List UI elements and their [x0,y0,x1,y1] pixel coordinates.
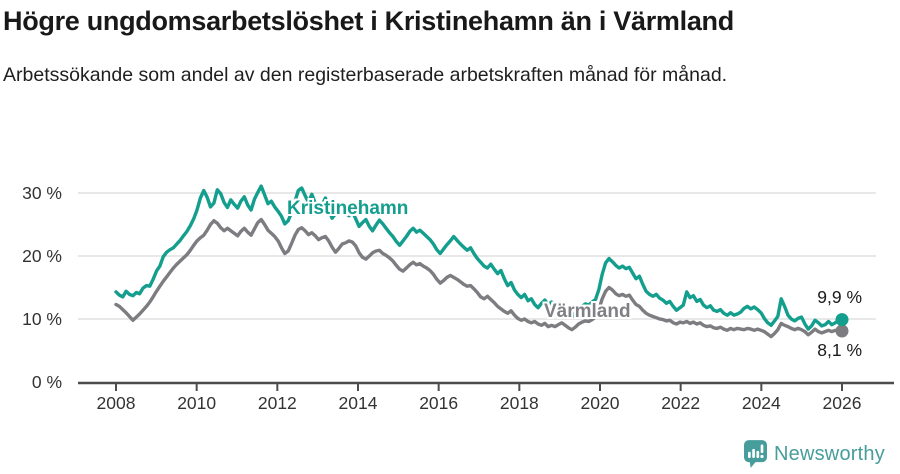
end-value-varmland: 8,1 % [817,340,862,360]
y-tick-label: 30 % [22,183,62,203]
y-tick-label: 10 % [22,309,62,329]
end-value-kristinehamn: 9,9 % [817,287,862,307]
x-tick-label: 2024 [742,393,781,413]
page-title: Högre ungdomsarbetslöshet i Kristinehamn… [3,6,734,36]
end-dot-kristinehamn [835,313,849,327]
newsworthy-logo: Newsworthy [744,440,885,468]
end-dot-vrmland [835,324,849,338]
x-tick-label: 2020 [581,393,620,413]
x-tick-label: 2022 [661,393,700,413]
x-tick-label: 2026 [823,393,862,413]
x-tick-label: 2014 [339,393,378,413]
y-tick-label: 0 % [32,372,62,392]
newsworthy-wordmark: Newsworthy [774,442,885,465]
x-tick-label: 2010 [177,393,216,413]
series-line-kristinehamn [114,184,844,331]
y-tick-label: 20 % [22,246,62,266]
x-tick-label: 2018 [500,393,539,413]
x-tick-label: 2008 [97,393,136,413]
series-line-vrmland [114,217,844,339]
series-label-kristinehamn: Kristinehamn [287,198,409,219]
x-tick-label: 2016 [419,393,458,413]
x-tick-label: 2012 [258,393,297,413]
chart-subtitle: Arbetssökande som andel av den registerb… [3,64,728,86]
series-label-varmland: Värmland [544,301,631,322]
newsworthy-bubble-chart-icon [744,440,767,468]
